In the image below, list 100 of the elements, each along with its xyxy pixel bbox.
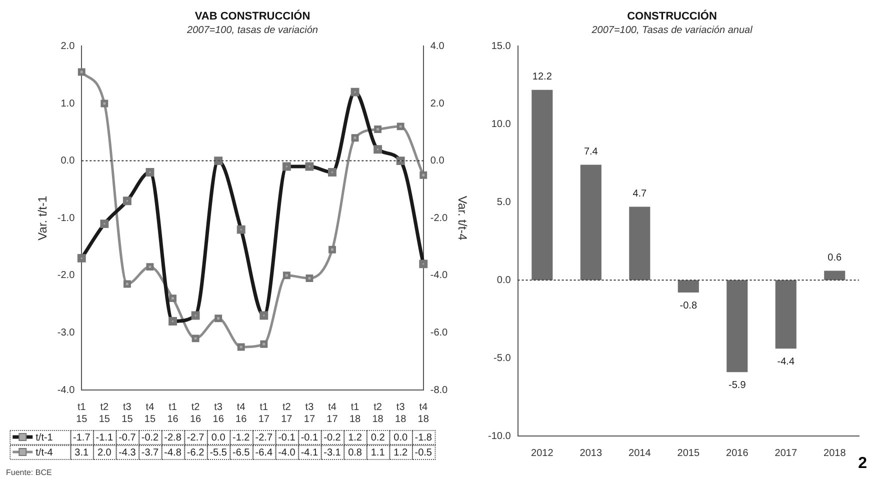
x-tick-label: t1 17 <box>258 402 270 425</box>
data-label: -0.1 <box>300 432 319 444</box>
point <box>306 274 314 282</box>
bar <box>726 280 748 372</box>
y2-tick-label: -2.0 <box>430 212 448 224</box>
data-label: -0.5 <box>414 447 432 458</box>
x-tick-label: t1 16 <box>167 402 179 425</box>
point <box>123 280 131 288</box>
data-label: 4.7 <box>632 188 648 200</box>
data-label: 1.2 <box>394 447 408 458</box>
y-axis-title: Var. t/t-1 <box>36 196 50 240</box>
data-label: -1.2 <box>232 432 250 444</box>
point <box>169 294 176 302</box>
data-label: -1.1 <box>96 432 114 444</box>
x-tick-label: 2015 <box>677 448 700 459</box>
data-label: 0.0 <box>394 432 408 444</box>
chart-subtitle: 2007=100, tasas de variación <box>186 24 318 36</box>
y-tick-label: -4.0 <box>57 384 76 396</box>
x-tick-label: t2 18 <box>372 402 384 425</box>
data-label: -3.7 <box>141 447 160 458</box>
x-tick-label: t3 17 <box>304 402 316 425</box>
data-label: -3.1 <box>324 447 342 458</box>
chart-title: VAB CONSTRUCCIÓN <box>194 10 310 23</box>
text: 2 <box>858 455 867 473</box>
data-label: -0.2 <box>141 432 160 444</box>
bar <box>775 280 796 349</box>
x-tick-label: t2 15 <box>98 402 110 425</box>
y2-tick-label: -8.0 <box>430 384 448 396</box>
data-label: -6.4 <box>255 447 273 458</box>
x-tick-label: t4 18 <box>418 402 430 425</box>
data-label: 1.1 <box>370 447 386 458</box>
data-label: 3.1 <box>74 447 90 458</box>
y-tick-label: 10.0 <box>491 118 512 130</box>
y-tick-label: 2.0 <box>60 40 76 52</box>
x-tick-label: 2017 <box>774 448 798 459</box>
x-tick-label: t3 16 <box>212 402 224 425</box>
legend-label: t/t-1 <box>36 432 54 444</box>
data-label: -6.2 <box>186 447 205 458</box>
point <box>146 263 154 271</box>
point <box>237 343 245 351</box>
x-tick-label: 2018 <box>824 448 846 459</box>
point <box>78 68 86 76</box>
data-label: -4.8 <box>164 447 182 458</box>
data-label: -2.7 <box>186 432 205 444</box>
bar <box>678 280 699 293</box>
y-tick-label: 0.0 <box>60 156 76 167</box>
data-label: -0.2 <box>324 432 342 444</box>
data-label: -4.1 <box>300 447 319 458</box>
point <box>214 314 222 322</box>
point <box>396 122 404 130</box>
x-tick-label: t2 17 <box>281 402 293 425</box>
x-tick-label: t1 15 <box>76 402 88 425</box>
y2-tick-label: -4.0 <box>430 270 448 282</box>
data-label: -1.7 <box>73 432 91 444</box>
data-label: 1.2 <box>348 432 362 444</box>
data-label: -5.5 <box>210 447 228 458</box>
y-tick-label: 0.0 <box>496 274 512 286</box>
data-label: 0.0 <box>211 432 226 444</box>
data-label: -1.8 <box>414 432 432 444</box>
data-label: -5.9 <box>728 380 746 391</box>
data-label: -2.7 <box>255 432 273 444</box>
y-tick-label: 15.0 <box>491 40 512 52</box>
point <box>260 340 268 348</box>
point <box>282 272 290 280</box>
data-label: -2.8 <box>164 432 182 444</box>
point <box>100 100 108 108</box>
data-label: 0.2 <box>370 432 386 444</box>
point <box>351 134 359 142</box>
point <box>420 171 428 179</box>
y-tick-label: -10.0 <box>488 430 512 442</box>
x-tick-label: t4 16 <box>236 402 248 425</box>
y2-tick-label: -6.0 <box>430 327 448 338</box>
x-tick-label: t3 18 <box>395 402 407 425</box>
bar <box>629 206 650 280</box>
data-label: 12.2 <box>532 72 552 83</box>
y-tick-label: -2.0 <box>57 270 76 282</box>
y2-tick-label: 4.0 <box>430 40 445 52</box>
x-tick-label: 2013 <box>580 448 602 459</box>
data-label: -0.8 <box>680 300 698 312</box>
y-tick-label: -5.0 <box>494 352 512 364</box>
bar <box>580 164 602 280</box>
y-tick-label: 5.0 <box>496 196 512 208</box>
data-label: -4.4 <box>777 356 795 368</box>
x-tick-label: t2 16 <box>190 402 202 425</box>
data-label: 7.4 <box>584 146 598 158</box>
x-tick-label: t3 15 <box>122 402 134 425</box>
chart-subtitle: 2007=100, Tasas de variación anual <box>590 24 754 36</box>
data-label: -0.1 <box>278 432 296 444</box>
x-tick-label: t4 17 <box>326 402 338 425</box>
y-tick-label: -1.0 <box>57 212 76 224</box>
x-tick-label: 2014 <box>628 448 652 459</box>
x-tick-label: 2016 <box>726 448 749 459</box>
x-tick-label: t4 15 <box>144 402 156 425</box>
point <box>328 246 336 254</box>
x-tick-label: t1 18 <box>349 402 362 425</box>
point <box>374 126 382 134</box>
bar <box>824 270 846 280</box>
data-label: 0.6 <box>828 252 842 264</box>
y-tick-label: 1.0 <box>60 98 76 110</box>
data-label: -6.5 <box>232 447 250 458</box>
